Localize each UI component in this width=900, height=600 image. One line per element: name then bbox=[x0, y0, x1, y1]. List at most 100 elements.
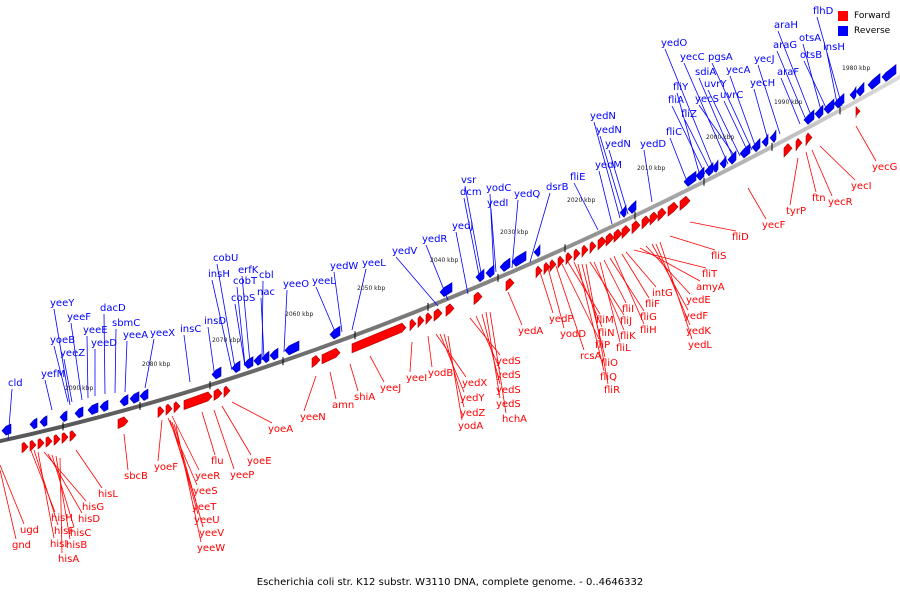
forward-feature bbox=[69, 430, 77, 442]
reverse-gene-label: otsB bbox=[800, 50, 822, 61]
reverse-feature bbox=[139, 388, 149, 401]
forward-gene-label: yedE bbox=[686, 295, 711, 306]
scale-tick-label: 2040 kbp bbox=[430, 257, 458, 264]
forward-gene-label: yedY bbox=[460, 393, 485, 404]
reverse-feature bbox=[511, 250, 527, 267]
reverse-gene-label: araH bbox=[774, 20, 798, 31]
reverse-gene-label: yedN bbox=[590, 111, 616, 122]
reverse-gene-label: yeeL bbox=[312, 276, 336, 287]
reverse-gene-label: yeeD bbox=[91, 338, 117, 349]
reverse-feature bbox=[881, 63, 897, 82]
reverse-feature bbox=[769, 129, 777, 143]
scale-tick-label: 2060 kbp bbox=[285, 311, 313, 318]
forward-leader bbox=[581, 263, 606, 358]
reverse-feature bbox=[211, 366, 222, 380]
reverse-leader bbox=[489, 193, 495, 275]
reverse-feature bbox=[1, 423, 12, 436]
reverse-feature bbox=[719, 155, 727, 169]
reverse-gene-label: uvrY bbox=[704, 79, 727, 90]
forward-gene-label: yecR bbox=[828, 197, 853, 208]
reverse-gene-label: yedM bbox=[595, 160, 622, 171]
reverse-gene-label: yecH bbox=[750, 78, 775, 89]
forward-gene-label: yedZ bbox=[460, 408, 485, 419]
forward-feature bbox=[783, 143, 793, 158]
forward-leader bbox=[47, 453, 83, 514]
forward-leader bbox=[855, 125, 877, 162]
forward-feature bbox=[473, 291, 483, 306]
reverse-feature bbox=[253, 353, 262, 366]
forward-leader bbox=[59, 457, 63, 554]
forward-gene-label: hisI bbox=[50, 539, 67, 550]
reverse-feature bbox=[39, 415, 48, 427]
reverse-gene-label: yedQ bbox=[514, 189, 540, 200]
reverse-feature bbox=[849, 85, 857, 100]
reverse-leader bbox=[599, 135, 625, 217]
forward-leader bbox=[475, 315, 501, 370]
forward-feature bbox=[667, 201, 679, 217]
forward-gene-label: yecI bbox=[851, 181, 872, 192]
forward-gene-label: fliO bbox=[601, 358, 618, 369]
scale-tick-label: 2080 kbp bbox=[142, 361, 170, 368]
reverse-leader bbox=[816, 16, 843, 107]
reverse-gene-label: nac bbox=[257, 287, 275, 298]
reverse-feature bbox=[243, 356, 254, 370]
reverse-gene-label: araG bbox=[773, 40, 797, 51]
reverse-feature bbox=[59, 410, 68, 423]
legend-forward-label: Forward bbox=[854, 10, 891, 21]
forward-gene-label: yeeR bbox=[195, 471, 220, 482]
reverse-gene-label: dacD bbox=[100, 303, 126, 314]
reverse-leader bbox=[124, 340, 128, 393]
forward-gene-label: yedS bbox=[496, 356, 521, 367]
forward-gene-label: fliF bbox=[645, 299, 660, 310]
forward-leader bbox=[55, 455, 71, 540]
forward-gene-label: yeeV bbox=[199, 528, 224, 539]
reverse-feature bbox=[87, 402, 99, 415]
reverse-gene-label: flhD bbox=[813, 6, 834, 17]
forward-feature bbox=[61, 432, 69, 444]
scale-tick-label: 2020 kbp bbox=[567, 197, 595, 204]
reverse-gene-label: yedR bbox=[422, 234, 447, 245]
reverse-leader bbox=[729, 75, 757, 149]
reverse-feature bbox=[814, 104, 824, 119]
forward-feature bbox=[433, 308, 443, 322]
reverse-gene-label: araF bbox=[777, 67, 799, 78]
forward-gene-label: yeeJ bbox=[380, 383, 401, 394]
forward-leader bbox=[51, 454, 75, 528]
reverse-gene-label: cld bbox=[8, 378, 23, 389]
forward-gene-label: fliK bbox=[620, 331, 636, 342]
forward-gene-label: yedS bbox=[496, 370, 521, 381]
feature-layer bbox=[1, 63, 897, 454]
forward-feature bbox=[549, 259, 557, 273]
reverse-leader bbox=[776, 50, 807, 121]
scale-tick-label: 1990 kbp bbox=[774, 99, 802, 106]
forward-leader bbox=[43, 451, 87, 502]
forward-feature bbox=[45, 436, 53, 448]
reverse-leader bbox=[529, 192, 551, 263]
reverse-leader bbox=[315, 286, 337, 335]
reverse-gene-label: otsA bbox=[799, 33, 821, 44]
reverse-gene-label: insC bbox=[180, 324, 201, 335]
forward-feature bbox=[805, 132, 813, 147]
forward-leader bbox=[37, 451, 55, 539]
forward-leader bbox=[819, 145, 856, 181]
reverse-gene-label: fliC bbox=[666, 127, 682, 138]
forward-feature bbox=[223, 385, 231, 398]
forward-gene-label: yoeF bbox=[154, 462, 178, 473]
forward-leader bbox=[409, 341, 413, 373]
forward-leader bbox=[747, 187, 767, 220]
forward-leader bbox=[123, 433, 129, 471]
reverse-leader bbox=[683, 62, 729, 165]
reverse-gene-label: yeeE bbox=[83, 325, 108, 336]
reverse-leader bbox=[608, 149, 629, 215]
forward-leader bbox=[555, 265, 585, 351]
forward-gene-label: yeeP bbox=[230, 470, 254, 481]
reverse-leader bbox=[757, 64, 781, 135]
reverse-feature bbox=[269, 347, 279, 361]
scale-tick-label: 2000 kbp bbox=[706, 134, 734, 141]
forward-gene-label: gnd bbox=[12, 540, 31, 551]
forward-leader bbox=[485, 311, 501, 399]
forward-leader bbox=[0, 469, 17, 540]
forward-feature bbox=[505, 278, 515, 292]
reverse-leader bbox=[777, 30, 813, 119]
reverse-gene-label: yeeX bbox=[150, 328, 175, 339]
